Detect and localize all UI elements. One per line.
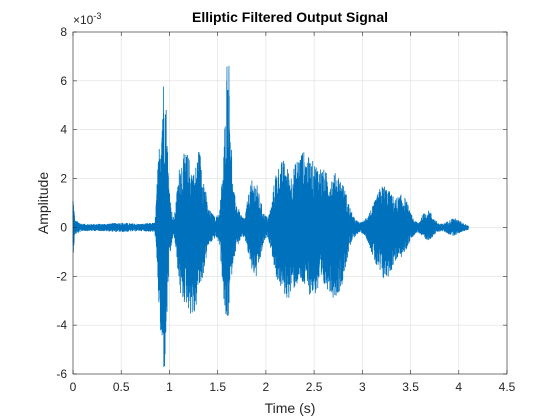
y-tick-label: 4 <box>60 123 67 137</box>
x-tick-label: 4 <box>455 380 462 394</box>
x-tick-label: 0.5 <box>113 380 130 394</box>
x-axis-label: Time (s) <box>265 400 316 416</box>
y-tick-label: 0 <box>60 220 67 234</box>
x-tick-label: 4.5 <box>499 380 516 394</box>
y-tick-labels: -6 -4 -2 0 2 4 6 8 <box>56 25 67 381</box>
y-tick-label: -2 <box>56 269 67 283</box>
chart-title: Elliptic Filtered Output Signal <box>192 9 388 25</box>
y-tick-label: 8 <box>60 25 67 39</box>
plot-frame <box>72 31 508 375</box>
y-tick-label: -4 <box>56 318 67 332</box>
ticks <box>72 31 508 375</box>
y-axis-label: Amplitude <box>35 172 51 234</box>
x-tick-label: 3.5 <box>402 380 419 394</box>
x-tick-label: 1 <box>166 380 173 394</box>
x-tick-label: 2 <box>263 380 270 394</box>
series-waveform <box>72 65 469 367</box>
y-tick-label: 2 <box>60 172 67 186</box>
x-tick-label: 1.5 <box>209 380 226 394</box>
signal-line <box>72 65 469 367</box>
y-exponent-base: ×10 <box>73 13 94 27</box>
y-tick-label: 6 <box>60 74 67 88</box>
x-tick-labels: 0 0.5 1 1.5 2 2.5 3 3.5 4 4.5 <box>70 380 516 394</box>
y-exponent-power: -3 <box>93 11 101 21</box>
y-exponent-label: ×10-3 <box>73 11 101 27</box>
x-tick-label: 2.5 <box>306 380 323 394</box>
y-tick-label: -6 <box>56 367 67 381</box>
x-tick-label: 3 <box>359 380 366 394</box>
x-tick-label: 0 <box>70 380 77 394</box>
